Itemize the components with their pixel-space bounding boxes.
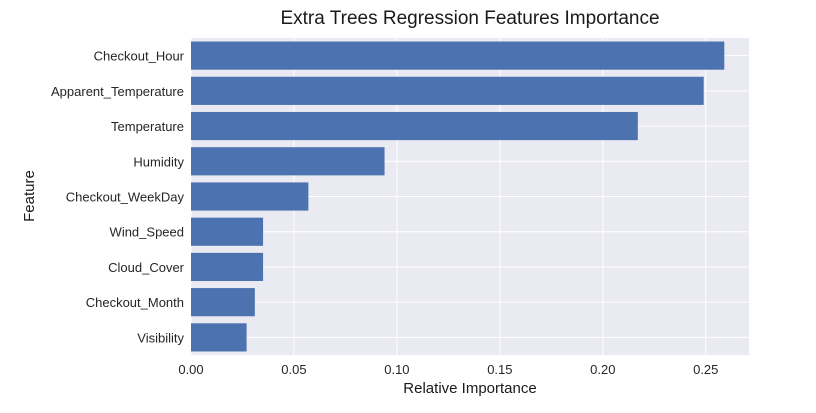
y-tick-label: Humidity <box>133 154 184 169</box>
bar-checkout-weekday <box>191 182 309 211</box>
x-tick-label: 0.20 <box>590 362 615 377</box>
bar-humidity <box>191 147 385 176</box>
x-tick-labels: 0.00 0.05 0.10 0.15 0.20 0.25 <box>178 362 718 377</box>
y-tick-label: Temperature <box>111 119 184 134</box>
bar-visibility <box>191 323 247 352</box>
y-tick-label: Checkout_WeekDay <box>66 190 185 205</box>
x-tick-label: 0.10 <box>384 362 409 377</box>
bars <box>191 41 725 352</box>
bar-checkout-month <box>191 288 255 317</box>
x-tick-label: 0.00 <box>178 362 203 377</box>
y-tick-label: Cloud_Cover <box>108 260 185 275</box>
y-tick-label: Checkout_Month <box>86 295 184 310</box>
x-axis-label: Relative Importance <box>403 380 536 397</box>
y-tick-labels: Checkout_Hour Apparent_Temperature Tempera… <box>51 49 185 346</box>
y-axis-label: Feature <box>21 170 38 222</box>
bar-temperature <box>191 111 638 141</box>
chart-title: Extra Trees Regression Features Importan… <box>280 8 659 29</box>
x-tick-label: 0.05 <box>281 362 306 377</box>
bar-wind-speed <box>191 217 264 246</box>
x-tick-label: 0.25 <box>693 362 718 377</box>
bar-apparent-temperature <box>191 76 704 105</box>
x-tick-label: 0.15 <box>487 362 512 377</box>
y-tick-label: Visibility <box>137 330 184 345</box>
y-tick-label: Checkout_Hour <box>94 49 185 64</box>
y-tick-label: Apparent_Temperature <box>51 84 184 99</box>
bar-checkout-hour <box>191 41 725 70</box>
bar-cloud-cover <box>191 252 264 282</box>
y-tick-label: Wind_Speed <box>110 225 184 240</box>
